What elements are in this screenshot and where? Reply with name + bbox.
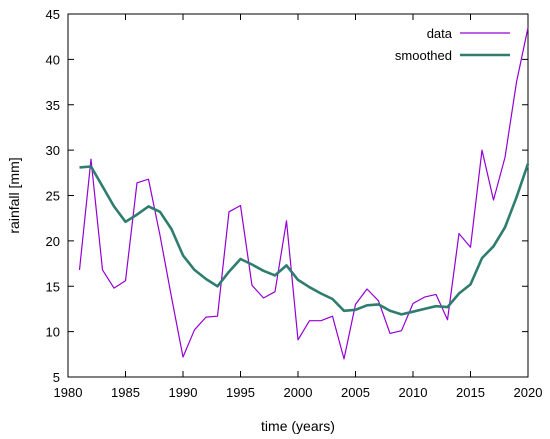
x-tick-label: 2015 [456,385,485,400]
series-layer [78,27,530,360]
plot-frame [67,13,529,378]
y-tick-label: 40 [46,52,60,67]
axis-ticks: 1980 1985 1990 1995 2000 2005 2010 2015 2020 5 10 1… [46,7,543,400]
x-tick-label: 2010 [399,385,428,400]
series-line-smoothed [79,163,530,316]
legend-label-data: data [427,26,453,41]
x-tick-label: 1990 [169,385,198,400]
x-tick-label: 1995 [226,385,255,400]
y-tick-label: 35 [46,98,60,113]
y-axis-title: rainfall [mm] [6,157,22,233]
x-tick-label: 2005 [341,385,370,400]
x-tick-label: 2020 [514,385,543,400]
y-tick-label: 45 [46,7,60,22]
y-tick-label: 20 [46,234,60,249]
x-axis-title: time (years) [261,418,335,434]
y-tick-label: 10 [46,325,60,340]
y-tick-label: 5 [53,370,60,385]
x-tick-label: 2000 [284,385,313,400]
y-tick-label: 25 [46,189,60,204]
legend: data smoothed [395,26,510,63]
series-line-data [78,27,529,360]
legend-label-smoothed: smoothed [395,48,452,63]
x-tick-label: 1980 [54,385,83,400]
y-tick-label: 15 [46,279,60,294]
y-tick-label: 30 [46,143,60,158]
x-tick-label: 1985 [111,385,140,400]
